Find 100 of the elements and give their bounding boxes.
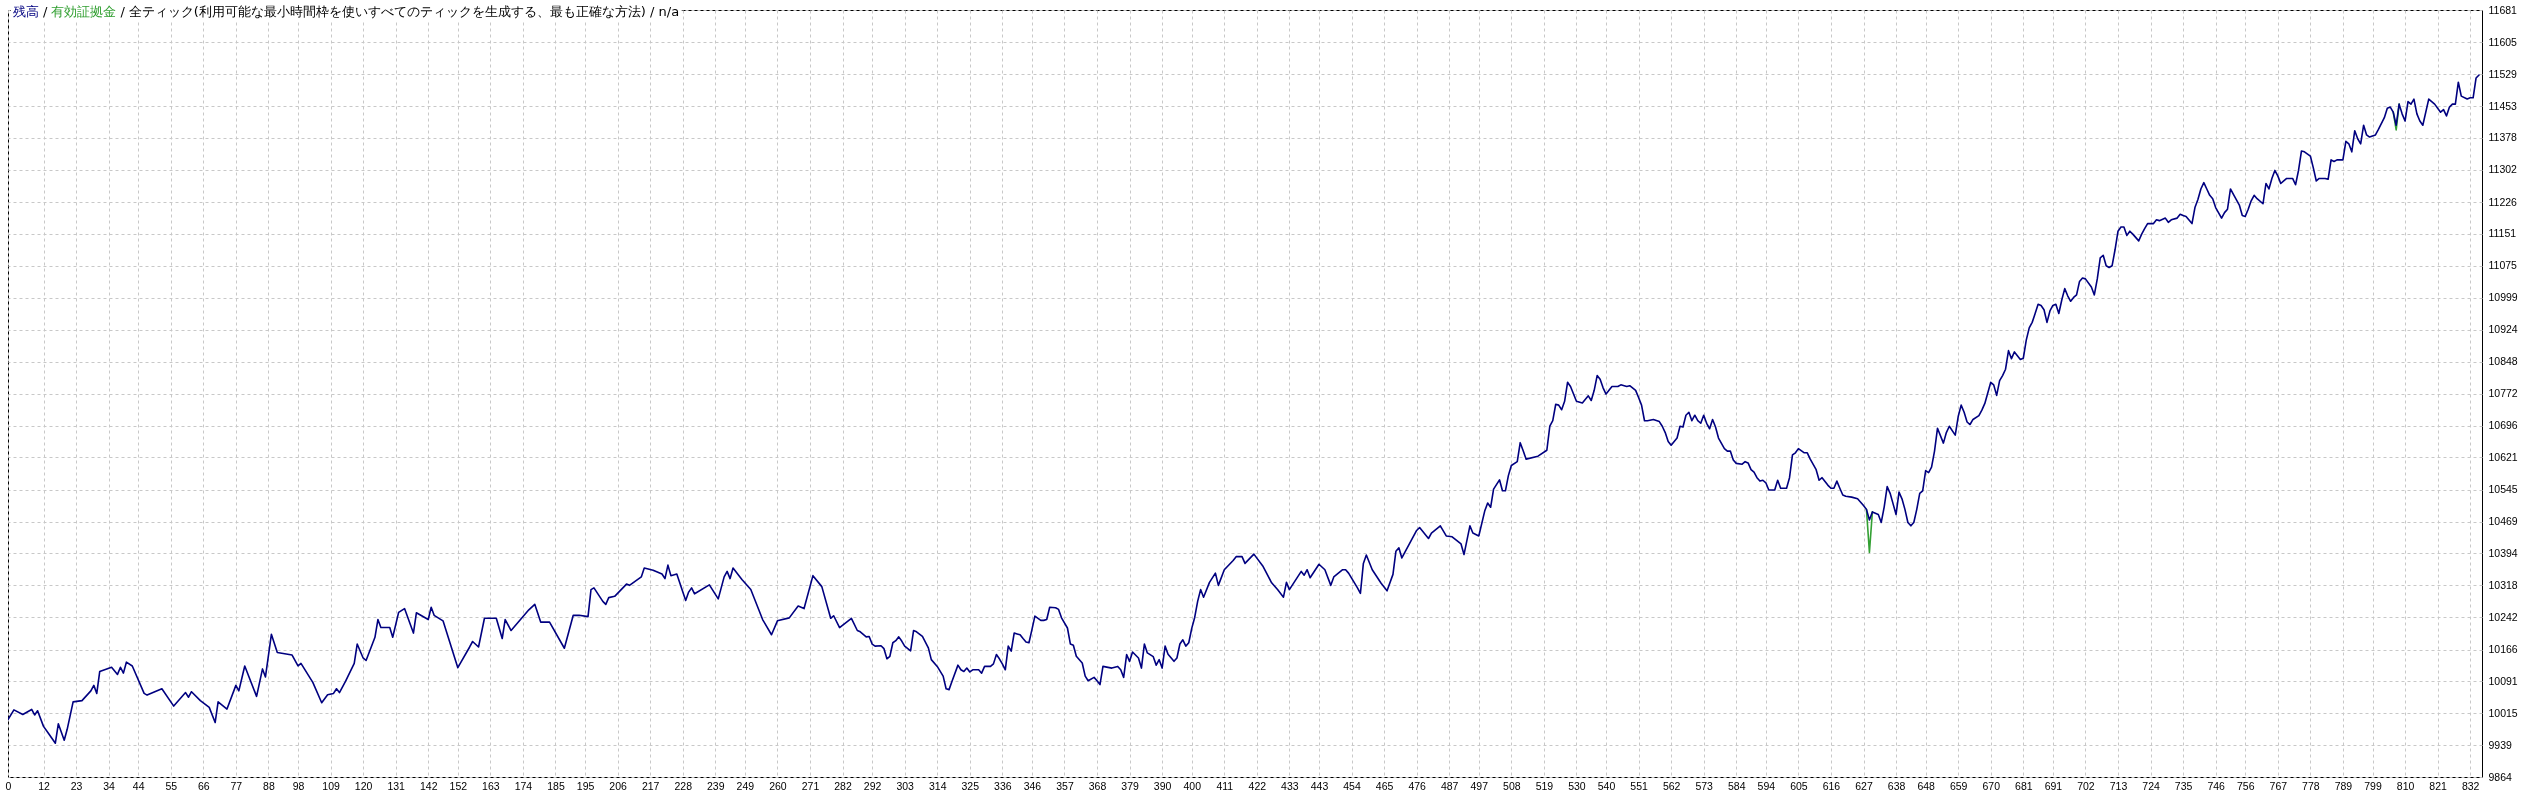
x-tick-label: 142 — [419, 779, 438, 792]
y-tick-label: 11605 — [2488, 35, 2518, 48]
x-tick-label: 400 — [1183, 779, 1202, 792]
x-tick-label: 508 — [1503, 779, 1521, 792]
x-tick-label: 174 — [514, 779, 533, 792]
x-tick-label: 454 — [1343, 779, 1361, 792]
y-tick-label: 11378 — [2488, 131, 2518, 144]
annotation: / — [120, 4, 125, 19]
x-tick-label: 638 — [1887, 779, 1906, 792]
x-tick-label: 476 — [1408, 779, 1427, 792]
x-tick-label: 465 — [1375, 779, 1394, 792]
x-tick-label: 66 — [197, 779, 210, 792]
y-tick-label: 11681 — [2488, 3, 2518, 16]
x-tick-label: 271 — [801, 779, 820, 792]
x-tick-label: 325 — [961, 779, 980, 792]
x-tick-label: 573 — [1695, 779, 1714, 792]
text: 残高 — [13, 4, 39, 19]
y-tick-label: 10318 — [2488, 578, 2518, 591]
x-tick-label: 691 — [2044, 779, 2063, 792]
text: 有効証拠金 — [51, 4, 117, 19]
y-tick-label: 10469 — [2488, 515, 2518, 528]
y-tick-label: 10015 — [2488, 706, 2518, 719]
x-tick-label: 303 — [896, 779, 915, 792]
x-tick-label: 799 — [2364, 779, 2382, 792]
y-tick-label: 11075 — [2488, 259, 2518, 272]
x-tick-label: 746 — [2207, 779, 2226, 792]
x-tick-label: 584 — [1727, 779, 1746, 792]
x-tick-label: 260 — [769, 779, 787, 792]
x-tick-label: 594 — [1757, 779, 1776, 792]
x-tick-label: 357 — [1056, 779, 1074, 792]
x-tick-label: 411 — [1216, 779, 1234, 792]
y-tick-label: 10545 — [2488, 483, 2518, 496]
y-tick-label: 10242 — [2488, 610, 2518, 623]
y-tick-label: 9939 — [2488, 738, 2513, 751]
y-tick-label: 11453 — [2488, 99, 2518, 112]
x-tick-label: 0 — [5, 779, 12, 792]
x-tick-label: 443 — [1310, 779, 1329, 792]
x-tick-label: 163 — [482, 779, 500, 792]
x-tick-label: 616 — [1822, 779, 1841, 792]
y-tick-label: 11226 — [2488, 195, 2518, 208]
x-tick-label: 497 — [1470, 779, 1489, 792]
x-tick-label: 98 — [292, 779, 305, 792]
x-tick-label: 789 — [2334, 779, 2353, 792]
x-tick-label: 519 — [1535, 779, 1554, 792]
x-tick-label: 217 — [641, 779, 660, 792]
x-tick-label: 34 — [103, 779, 116, 792]
x-tick-label: 713 — [2109, 779, 2128, 792]
x-tick-label: 767 — [2269, 779, 2288, 792]
chart-title: 全ティック(利用可能な最小時間枠を使いすべてのティックを生成する、最も正確な方法) / n/a — [128, 4, 680, 19]
line-series — [8, 74, 2480, 745]
x-tick-label: 346 — [1023, 779, 1042, 792]
x-tick-label: 314 — [928, 779, 947, 792]
x-tick-label: 195 — [576, 779, 595, 792]
x-tick-label: 44 — [132, 779, 145, 792]
x-tick-label: 185 — [547, 779, 565, 792]
y-tick-label: 11529 — [2488, 67, 2518, 80]
x-tick-label: 702 — [2077, 779, 2095, 792]
x-tick-label: 530 — [1568, 779, 1586, 792]
x-tick-label: 670 — [1982, 779, 2001, 792]
x-tick-label: 282 — [834, 779, 852, 792]
x-tick-label: 756 — [2236, 779, 2255, 792]
x-tick-label: 487 — [1440, 779, 1459, 792]
x-tick-label: 239 — [707, 779, 725, 792]
x-tick-label: 681 — [2015, 779, 2033, 792]
x-tick-label: 249 — [736, 779, 755, 792]
x-tick-label: 228 — [674, 779, 693, 792]
x-tick-label: 659 — [1949, 779, 1968, 792]
annotation: / — [43, 4, 48, 19]
y-tick-label: 11302 — [2488, 163, 2518, 176]
x-tick-label: 336 — [994, 779, 1012, 792]
x-tick-label: 810 — [2396, 779, 2415, 792]
x-tick-label: 735 — [2174, 779, 2193, 792]
x-tick-label: 551 — [1630, 779, 1648, 792]
x-tick-label: 88 — [263, 779, 275, 792]
x-tick-label: 206 — [609, 779, 628, 792]
y-tick-label: 10621 — [2488, 450, 2518, 463]
x-tick-label: 109 — [322, 779, 340, 792]
x-tick-label: 832 — [2461, 779, 2480, 792]
x-tick-label: 648 — [1917, 779, 1936, 792]
x-tick-label: 605 — [1790, 779, 1808, 792]
y-tick-label: 10772 — [2488, 387, 2518, 400]
y-tick-label: 10696 — [2488, 419, 2518, 432]
x-tick-label: 540 — [1597, 779, 1616, 792]
x-tick-label: 379 — [1121, 779, 1139, 792]
y-tick-label: 10848 — [2488, 355, 2518, 368]
x-tick-label: 724 — [2142, 779, 2160, 792]
x-tick-label: 627 — [1855, 779, 1873, 792]
y-tick-label: 10999 — [2488, 291, 2518, 304]
x-tick-label: 77 — [230, 779, 243, 792]
x-tick-label: 390 — [1153, 779, 1172, 792]
x-tick-label: 12 — [38, 779, 51, 792]
x-tick-label: 821 — [2429, 779, 2448, 792]
x-tick-label: 152 — [449, 779, 468, 792]
x-tick-label: 292 — [863, 779, 882, 792]
x-tick-label: 422 — [1248, 779, 1267, 792]
y-tick-label: 10166 — [2488, 643, 2518, 656]
x-tick-label: 778 — [2302, 779, 2320, 792]
y-tick-label: 10394 — [2488, 546, 2518, 559]
y-tick-label: 10091 — [2488, 674, 2518, 687]
x-tick-label: 23 — [70, 779, 83, 792]
